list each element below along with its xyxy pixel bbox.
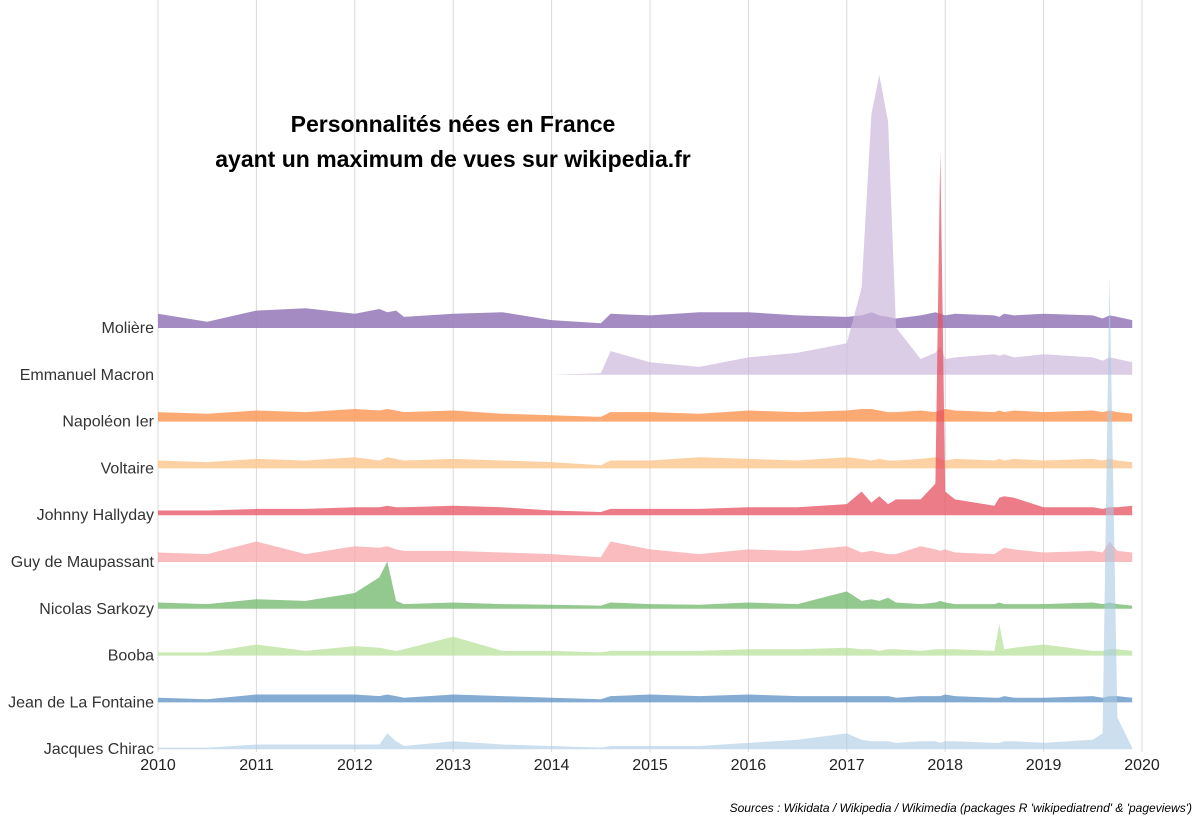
series-area-nicolas-sarkozy: [158, 561, 1133, 609]
series-area-napoleon-ier: [158, 409, 1133, 422]
x-tick-label-2017: 2017: [829, 757, 865, 774]
series-area-guy-de-maupassant: [158, 541, 1133, 562]
x-tick-label-2019: 2019: [1026, 757, 1062, 774]
row-label-moliere: Molière: [102, 320, 155, 337]
chart-subtitle: ayant un maximum de vues sur wikipedia.f…: [215, 146, 691, 172]
source-note: Sources : Wikidata / Wikipedia / Wikimed…: [730, 801, 1192, 815]
x-tick-label-2020: 2020: [1124, 757, 1160, 774]
x-tick-label-2013: 2013: [435, 757, 471, 774]
row-label-emmanuel-macron: Emmanuel Macron: [20, 367, 154, 384]
x-tick-label-2011: 2011: [239, 757, 274, 774]
row-label-jacques-chirac: Jacques Chirac: [44, 741, 154, 758]
row-label-voltaire: Voltaire: [101, 460, 154, 477]
series-areas: [158, 74, 1133, 750]
series-area-emmanuel-macron: [158, 74, 1133, 375]
series-area-moliere: [158, 308, 1133, 328]
x-tick-label-2014: 2014: [534, 757, 570, 774]
series-area-jean-de-la-fontaine: [158, 694, 1133, 703]
x-tick-label-2010: 2010: [140, 757, 176, 774]
row-label-guy-de-maupassant: Guy de Maupassant: [11, 554, 155, 571]
x-tick-label-2016: 2016: [731, 757, 767, 774]
chart-title: Personnalités nées en France: [291, 111, 616, 137]
series-area-voltaire: [158, 457, 1133, 469]
series-area-booba: [158, 624, 1133, 656]
x-tick-label-2012: 2012: [337, 757, 373, 774]
row-labels: Molière Emmanuel Macron Napoléon Ier Voltai…: [8, 320, 155, 758]
x-tick-label-2015: 2015: [632, 757, 668, 774]
row-label-napoleon-ier: Napoléon Ier: [62, 414, 154, 431]
x-tick-label-2018: 2018: [927, 757, 963, 774]
row-label-nicolas-sarkozy: Nicolas Sarkozy: [39, 601, 154, 618]
gridlines: [157, 0, 1143, 752]
row-label-booba: Booba: [108, 648, 154, 665]
x-axis-ticks: 2010 2011 2012 2013 2014 2015 2016 2017 2018 2019…: [140, 757, 1160, 774]
row-label-jean-de-la-fontaine: Jean de La Fontaine: [8, 694, 154, 711]
row-label-johnny-hallyday: Johnny Hallyday: [37, 507, 154, 524]
